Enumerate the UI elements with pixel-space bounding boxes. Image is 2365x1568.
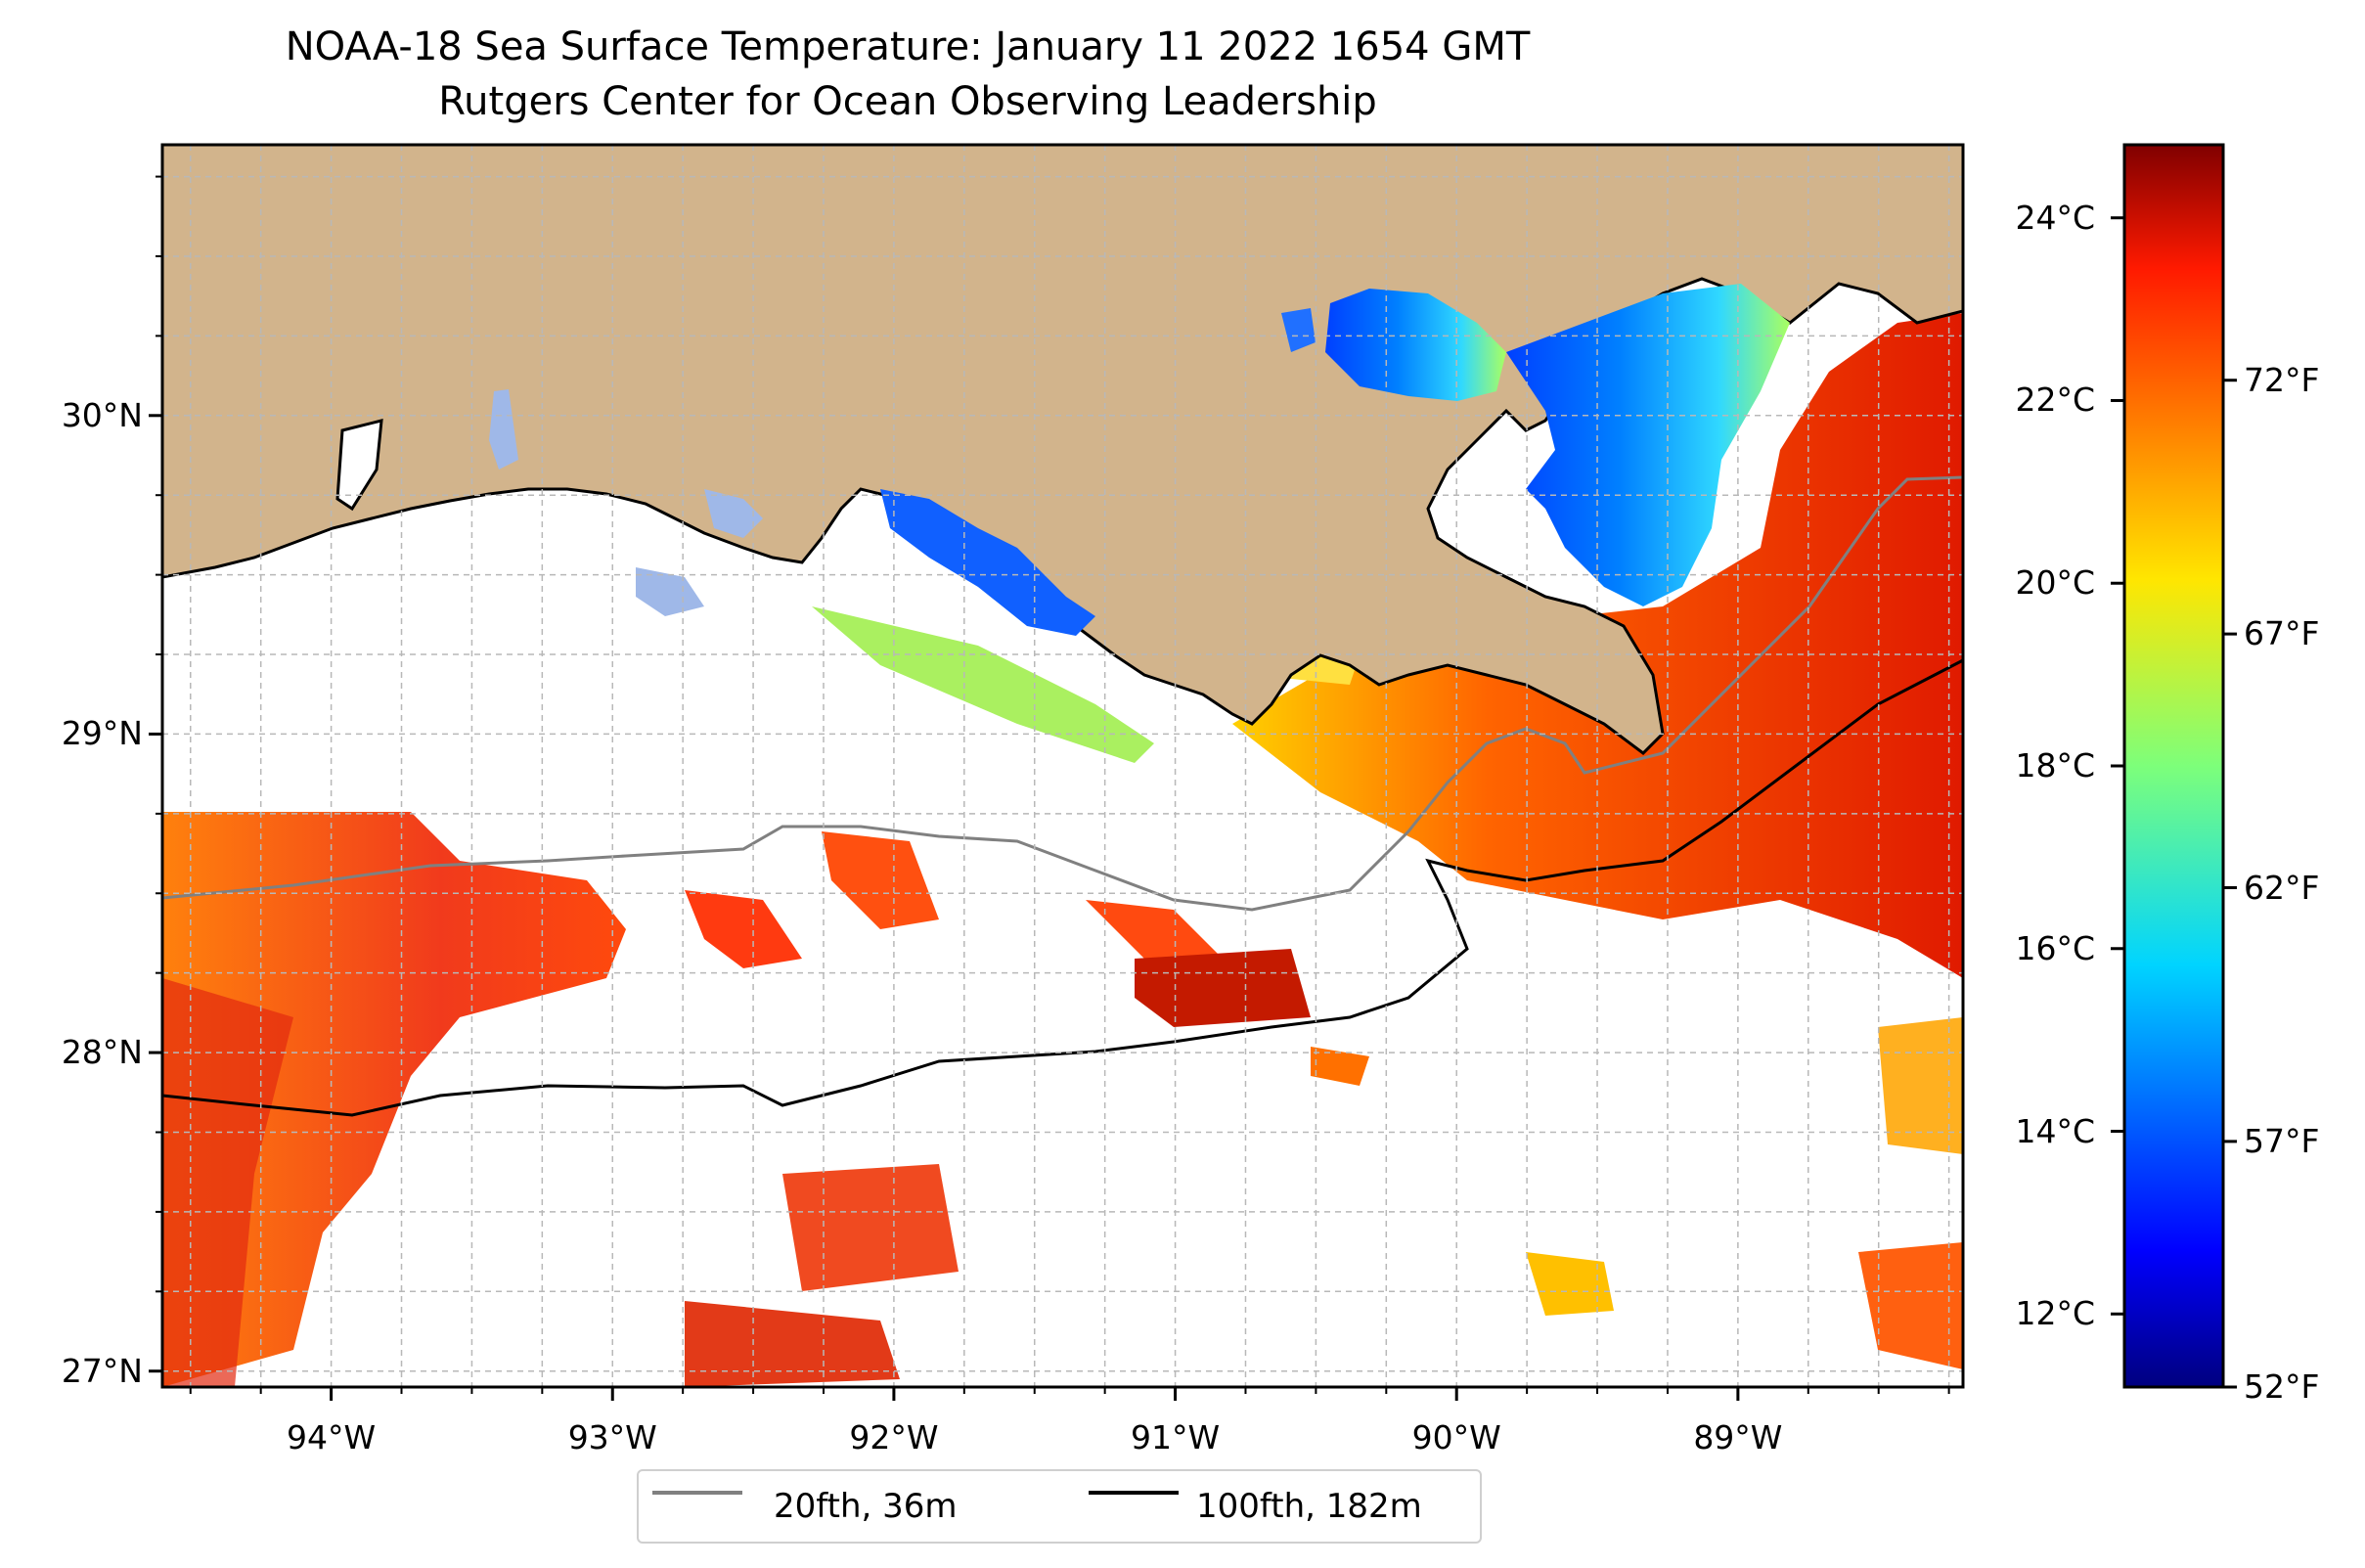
sst-patch xyxy=(782,1164,959,1291)
legend-label-20fth: 20fth, 36m xyxy=(774,1487,958,1526)
colorbar-f-label: 72°F xyxy=(2244,360,2320,399)
lat-tick-label: 30°N xyxy=(61,395,143,434)
isobath-100fth xyxy=(162,658,1963,1117)
lon-tick-label: 91°W xyxy=(1131,1418,1221,1456)
map-plot-area xyxy=(162,145,1963,1387)
lon-tick-label: 92°W xyxy=(849,1418,939,1456)
colorbar-c-label: 22°C xyxy=(2015,381,2095,420)
sst-inland-lake xyxy=(704,489,763,538)
lon-tick-label: 89°W xyxy=(1693,1418,1783,1456)
sst-bay-blue xyxy=(880,489,1095,636)
gridlines xyxy=(162,145,1963,1387)
lat-tick-label: 27°N xyxy=(61,1351,143,1390)
isobath-20fth xyxy=(162,475,1963,912)
sst-patch xyxy=(1311,1047,1369,1086)
axis-ticks xyxy=(149,175,1950,1401)
colorbar-f-label: 57°F xyxy=(2244,1121,2320,1160)
chart-subtitle: Rutgers Center for Ocean Observing Leade… xyxy=(438,79,1377,124)
legend: 20fth, 36m 100fth, 182m xyxy=(637,1469,1482,1544)
colorbar-c-label: 24°C xyxy=(2015,198,2095,237)
sst-patch xyxy=(1858,1242,1963,1369)
lon-tick-label: 94°W xyxy=(287,1418,377,1456)
legend-swatch-100fth xyxy=(1089,1491,1179,1495)
sst-patch xyxy=(1878,1017,1963,1154)
colorbar-f-label: 52°F xyxy=(2244,1367,2320,1406)
lon-tick-label: 93°W xyxy=(567,1418,657,1456)
map-frame xyxy=(160,143,1965,1389)
sst-west-speckle xyxy=(162,978,293,1387)
colorbar-f-label: 62°F xyxy=(2244,868,2320,907)
colorbar-f-label: 67°F xyxy=(2244,614,2320,653)
sst-delta-cold xyxy=(1506,284,1790,606)
sst-inland-lake xyxy=(489,389,518,470)
colorbar-c-label: 20°C xyxy=(2015,563,2095,603)
colorbar-c-label: 18°C xyxy=(2015,746,2095,784)
colorbar-c-label: 12°C xyxy=(2015,1294,2095,1333)
sst-patch xyxy=(1135,949,1311,1027)
sst-patch xyxy=(685,1301,900,1387)
lat-tick-label: 28°N xyxy=(61,1033,143,1072)
land-lake-white xyxy=(335,419,383,512)
sst-patch xyxy=(1526,1252,1614,1316)
legend-label-100fth: 100fth, 182m xyxy=(1196,1487,1422,1526)
legend-swatch-20fth xyxy=(652,1491,742,1495)
sst-west-warm-region xyxy=(162,812,626,1387)
colorbar-c-label: 14°C xyxy=(2015,1111,2095,1150)
sst-patch xyxy=(685,890,802,968)
sst-inland-lake xyxy=(636,567,704,616)
sst-patch xyxy=(1086,900,1223,968)
colorbar-c-label: 16°C xyxy=(2015,928,2095,967)
lon-tick-label: 90°W xyxy=(1411,1418,1501,1456)
sst-patch xyxy=(812,606,1154,763)
lat-tick-label: 29°N xyxy=(61,714,143,753)
colorbar-ticks xyxy=(2111,216,2237,1389)
sst-lake-blue xyxy=(1281,308,1316,352)
sst-lake-pontchartrain xyxy=(1325,289,1506,401)
colorbar xyxy=(2122,143,2225,1389)
chart-title: NOAA-18 Sea Surface Temperature: January… xyxy=(285,24,1531,69)
sst-patch xyxy=(822,831,939,929)
